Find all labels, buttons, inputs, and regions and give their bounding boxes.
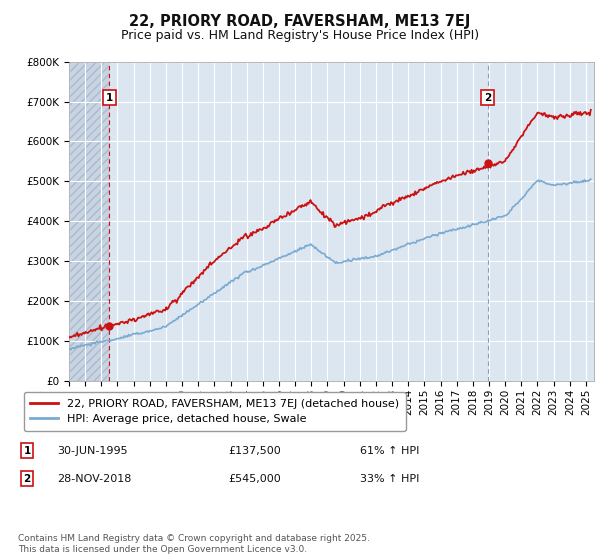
Text: 30-JUN-1995: 30-JUN-1995 bbox=[57, 446, 128, 456]
Legend: 22, PRIORY ROAD, FAVERSHAM, ME13 7EJ (detached house), HPI: Average price, detac: 22, PRIORY ROAD, FAVERSHAM, ME13 7EJ (de… bbox=[23, 392, 406, 431]
Bar bbox=[69, 62, 109, 381]
Text: 2: 2 bbox=[484, 92, 491, 102]
Text: 1: 1 bbox=[23, 446, 31, 456]
Text: Contains HM Land Registry data © Crown copyright and database right 2025.
This d: Contains HM Land Registry data © Crown c… bbox=[18, 534, 370, 554]
Text: 28-NOV-2018: 28-NOV-2018 bbox=[57, 474, 131, 484]
Text: 33% ↑ HPI: 33% ↑ HPI bbox=[360, 474, 419, 484]
Text: 1: 1 bbox=[106, 92, 113, 102]
Text: £137,500: £137,500 bbox=[228, 446, 281, 456]
Text: 61% ↑ HPI: 61% ↑ HPI bbox=[360, 446, 419, 456]
Text: 2: 2 bbox=[23, 474, 31, 484]
Text: 22, PRIORY ROAD, FAVERSHAM, ME13 7EJ: 22, PRIORY ROAD, FAVERSHAM, ME13 7EJ bbox=[130, 14, 470, 29]
Text: Price paid vs. HM Land Registry's House Price Index (HPI): Price paid vs. HM Land Registry's House … bbox=[121, 29, 479, 42]
Text: £545,000: £545,000 bbox=[228, 474, 281, 484]
